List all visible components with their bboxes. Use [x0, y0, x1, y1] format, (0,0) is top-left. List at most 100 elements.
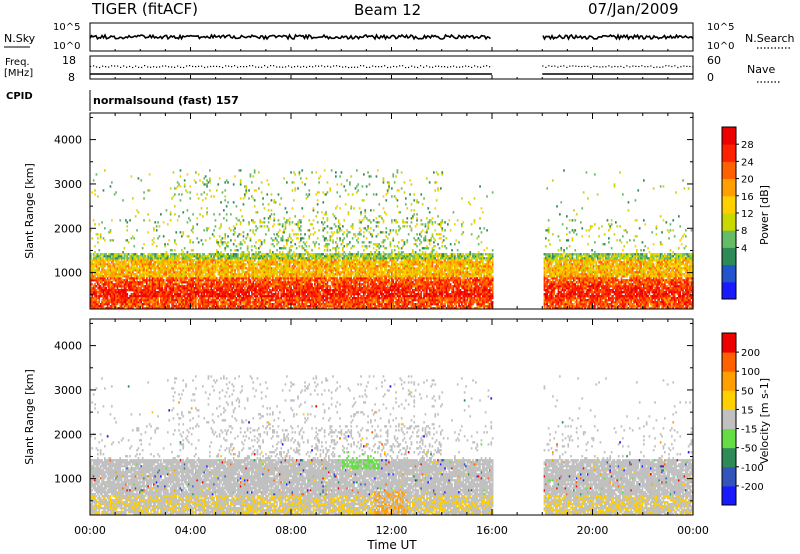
heatmap-cell	[272, 251, 274, 253]
heatmap-cell	[206, 207, 208, 209]
nave-tick-bottom: 0	[707, 71, 714, 84]
heatmap-cell	[285, 225, 287, 227]
heatmap-cell	[198, 293, 200, 295]
heatmap-cell	[294, 303, 296, 305]
heatmap-cell	[308, 257, 310, 259]
heatmap-cell	[121, 253, 123, 255]
heatmap-cell	[318, 289, 320, 291]
heatmap-cell	[308, 269, 310, 271]
heatmap-cell	[150, 261, 152, 263]
heatmap-cell	[278, 235, 280, 237]
heatmap-cell	[156, 225, 158, 227]
heatmap-cell	[308, 229, 310, 231]
heatmap-cell	[168, 305, 170, 307]
heatmap-cell	[124, 259, 126, 261]
heatmap-cell	[276, 273, 278, 275]
heatmap-cell	[224, 237, 226, 239]
heatmap-cell	[240, 223, 242, 225]
cpid-value: normalsound (fast) 157	[93, 94, 239, 107]
heatmap-cell	[222, 237, 224, 239]
nave-dot	[402, 65, 403, 66]
nave-dot	[339, 66, 340, 67]
heatmap-cell	[224, 305, 226, 307]
nave-dot	[462, 66, 463, 67]
heatmap-cell	[252, 175, 254, 177]
nave-dot	[282, 67, 283, 68]
heatmap-cell	[320, 293, 322, 295]
heatmap-cell	[234, 269, 236, 271]
heatmap-cell	[297, 225, 299, 227]
nave-dot	[336, 65, 337, 66]
heatmap-cell	[233, 183, 235, 185]
heatmap-cell	[278, 293, 280, 295]
freq-tick-top: 18	[62, 54, 76, 67]
heatmap-cell	[285, 279, 287, 281]
nave-dot	[96, 66, 97, 67]
heatmap-cell	[91, 273, 93, 275]
heatmap-cell	[132, 235, 134, 237]
heatmap-cell	[143, 191, 145, 193]
freq-traces	[90, 65, 693, 74]
heatmap-cell	[250, 229, 252, 231]
heatmap-cell	[147, 269, 149, 271]
heatmap-cell	[236, 217, 238, 219]
heatmap-cell	[294, 243, 296, 245]
date-title: 07/Jan/2009	[588, 0, 679, 18]
heatmap-cell	[268, 293, 270, 295]
heatmap-cell	[241, 257, 243, 259]
heatmap-cell	[230, 249, 232, 251]
heatmap-cell	[131, 275, 133, 277]
heatmap-cell	[314, 231, 316, 233]
heatmap-cell	[289, 233, 291, 235]
heatmap-cell	[166, 209, 168, 211]
heatmap-cell	[238, 305, 240, 307]
heatmap-cell	[247, 245, 249, 247]
heatmap-cell	[287, 279, 289, 281]
heatmap-cell	[264, 207, 266, 209]
heatmap-cell	[227, 269, 229, 271]
heatmap-cell	[226, 205, 228, 207]
heatmap-cell	[273, 245, 275, 247]
heatmap-cell	[121, 305, 123, 307]
heatmap-cell	[241, 215, 243, 217]
heatmap-cell	[133, 237, 135, 239]
heatmap-cell	[306, 249, 308, 251]
heatmap-cell	[187, 261, 189, 263]
heatmap-cell	[313, 227, 315, 229]
heatmap-cell	[216, 249, 218, 251]
nave-dot	[557, 67, 558, 68]
nave-dot	[354, 67, 355, 68]
heatmap-cell	[243, 235, 245, 237]
heatmap-cell	[97, 281, 99, 283]
heatmap-cell	[268, 203, 270, 205]
heatmap-cell	[307, 195, 309, 197]
heatmap-cell	[192, 213, 194, 215]
heatmap-cell	[286, 221, 288, 223]
heatmap-cell	[111, 281, 113, 283]
nave-dot	[459, 67, 460, 68]
heatmap-cell	[306, 263, 308, 265]
heatmap-cell	[259, 239, 261, 241]
nave-dot	[225, 65, 226, 66]
heatmap-cell	[156, 245, 158, 247]
heatmap-cell	[282, 237, 284, 239]
heatmap-cell	[223, 209, 225, 211]
nsky-label: N.Sky	[4, 32, 36, 45]
nave-dot	[474, 65, 475, 66]
heatmap-cell	[220, 251, 222, 253]
heatmap-cell	[119, 219, 121, 221]
heatmap-cell	[313, 269, 315, 271]
heatmap-cell	[173, 303, 175, 305]
nave-dot	[653, 67, 654, 68]
heatmap-cell	[311, 259, 313, 261]
heatmap-cell	[175, 265, 177, 267]
heatmap-cell	[126, 295, 128, 297]
heatmap-cell	[264, 221, 266, 223]
heatmap-cell	[266, 193, 268, 195]
heatmap-cell	[226, 179, 228, 181]
nave-dot	[288, 65, 289, 66]
nave-dot	[369, 67, 370, 68]
heatmap-cell	[290, 171, 292, 173]
heatmap-cell	[157, 253, 159, 255]
heatmap-cell	[161, 285, 163, 287]
